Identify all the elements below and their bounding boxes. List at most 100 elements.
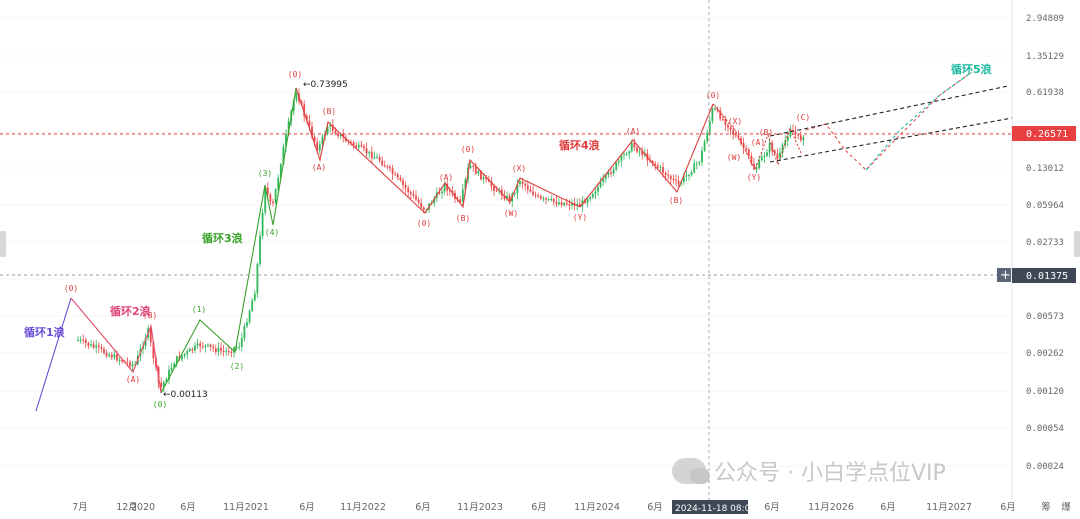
candle-body bbox=[706, 132, 709, 142]
candle-body bbox=[394, 174, 397, 176]
candle-body bbox=[110, 354, 113, 358]
x-tick-label: 11月2027 bbox=[926, 502, 972, 513]
candle-body bbox=[287, 121, 290, 134]
candle-body bbox=[152, 342, 155, 359]
candle-body bbox=[529, 189, 532, 192]
candle-body bbox=[654, 163, 657, 166]
candle-body bbox=[365, 148, 368, 154]
wave-label: (B) bbox=[456, 214, 470, 223]
candle-body bbox=[144, 337, 147, 347]
candle-body bbox=[675, 179, 677, 181]
wave-label: (B) bbox=[759, 128, 773, 137]
candle-body bbox=[79, 339, 82, 341]
candle-body bbox=[233, 347, 235, 352]
candle-body bbox=[636, 147, 638, 152]
candle-body bbox=[768, 143, 771, 153]
candle-body bbox=[253, 293, 256, 301]
candle-body bbox=[513, 193, 516, 195]
projection-teal bbox=[865, 71, 973, 171]
candle-body bbox=[316, 142, 319, 151]
y-tick-label: 0.00024 bbox=[1026, 462, 1064, 472]
candle-body bbox=[160, 382, 163, 388]
candle-body bbox=[118, 360, 121, 362]
candle-body bbox=[264, 187, 267, 213]
candle-body bbox=[235, 346, 238, 348]
right-edge-handle[interactable] bbox=[1074, 231, 1080, 257]
candle-body bbox=[612, 169, 615, 174]
x-tick-label: 6月 bbox=[647, 502, 663, 513]
candle-body bbox=[485, 177, 488, 180]
candle-body bbox=[412, 194, 415, 196]
candle-body bbox=[256, 264, 259, 294]
candle-body bbox=[446, 183, 449, 191]
x-tick-label: 6月 bbox=[1000, 502, 1016, 513]
candle-body bbox=[493, 186, 495, 191]
candle-body bbox=[721, 118, 724, 120]
wave-label: (4) bbox=[265, 228, 279, 237]
candle-body bbox=[399, 177, 402, 181]
candle-body bbox=[87, 343, 90, 346]
price-badge bbox=[1012, 126, 1076, 141]
candle-body bbox=[222, 350, 225, 352]
cycle4-wave bbox=[295, 87, 714, 214]
candle-body bbox=[370, 151, 373, 159]
candle-body bbox=[451, 190, 454, 193]
candle-body bbox=[547, 199, 550, 201]
candle-body bbox=[134, 364, 137, 366]
candle-body bbox=[599, 181, 602, 187]
crosshair-price-badge bbox=[1012, 268, 1076, 283]
candle-body bbox=[433, 198, 436, 204]
candle-body bbox=[220, 347, 222, 351]
candle-body bbox=[758, 160, 761, 169]
watermark: 公众号 · 小白学点位VIP bbox=[672, 455, 946, 487]
candle-body bbox=[727, 124, 729, 128]
candle-body bbox=[355, 145, 358, 148]
wave-label: (2) bbox=[230, 362, 244, 371]
y-tick-label: 0.13012 bbox=[1026, 164, 1064, 174]
candle-body bbox=[586, 199, 589, 203]
candle-body bbox=[729, 127, 732, 130]
candle-body bbox=[716, 108, 719, 111]
cycle2-label: 循环2浪 bbox=[110, 304, 151, 318]
x-tick-label: 6月 bbox=[415, 502, 431, 513]
wave-label: (0) bbox=[706, 91, 720, 100]
wave-label: (A) bbox=[439, 173, 453, 182]
candle-body bbox=[376, 157, 378, 159]
candle-body bbox=[482, 177, 485, 180]
candle-body bbox=[243, 326, 246, 339]
candle-body bbox=[565, 202, 568, 205]
crosshair-plus-button[interactable] bbox=[997, 268, 1011, 282]
candle-body bbox=[688, 175, 690, 177]
candle-body bbox=[656, 165, 659, 168]
candle-body bbox=[469, 165, 472, 168]
x-tick-label: 6月 bbox=[531, 502, 547, 513]
y-axis[interactable]: 2.948091.351290.619380.283900.130120.059… bbox=[1011, 0, 1064, 500]
wave-label: (A) bbox=[751, 138, 765, 147]
y-tick-label: 2.94809 bbox=[1026, 14, 1064, 24]
candle-body bbox=[745, 148, 748, 150]
wave-label: (X) bbox=[512, 164, 526, 173]
candle-body bbox=[274, 189, 277, 204]
candle-body bbox=[459, 199, 462, 202]
left-edge-handle[interactable] bbox=[0, 231, 6, 257]
peak-annotation: ←0.73995 bbox=[303, 80, 348, 90]
channel-lower bbox=[769, 117, 1013, 163]
candle-body bbox=[519, 181, 521, 185]
x-tick-label: 6月 bbox=[764, 502, 780, 513]
candle-body bbox=[526, 185, 529, 190]
candle-body bbox=[602, 178, 605, 182]
candle-body bbox=[196, 343, 199, 346]
wave-label: (X) bbox=[728, 117, 742, 126]
candle-body bbox=[503, 195, 506, 199]
low-annotation: ←0.00113 bbox=[163, 390, 208, 400]
candle-body bbox=[516, 184, 519, 194]
candle-body bbox=[108, 354, 111, 357]
candle-body bbox=[378, 157, 381, 161]
candle-body bbox=[357, 144, 360, 148]
candle-body bbox=[383, 165, 386, 167]
plus-icon[interactable]: + bbox=[1000, 268, 1011, 283]
candle-body bbox=[630, 142, 633, 152]
candle-body bbox=[272, 201, 274, 204]
